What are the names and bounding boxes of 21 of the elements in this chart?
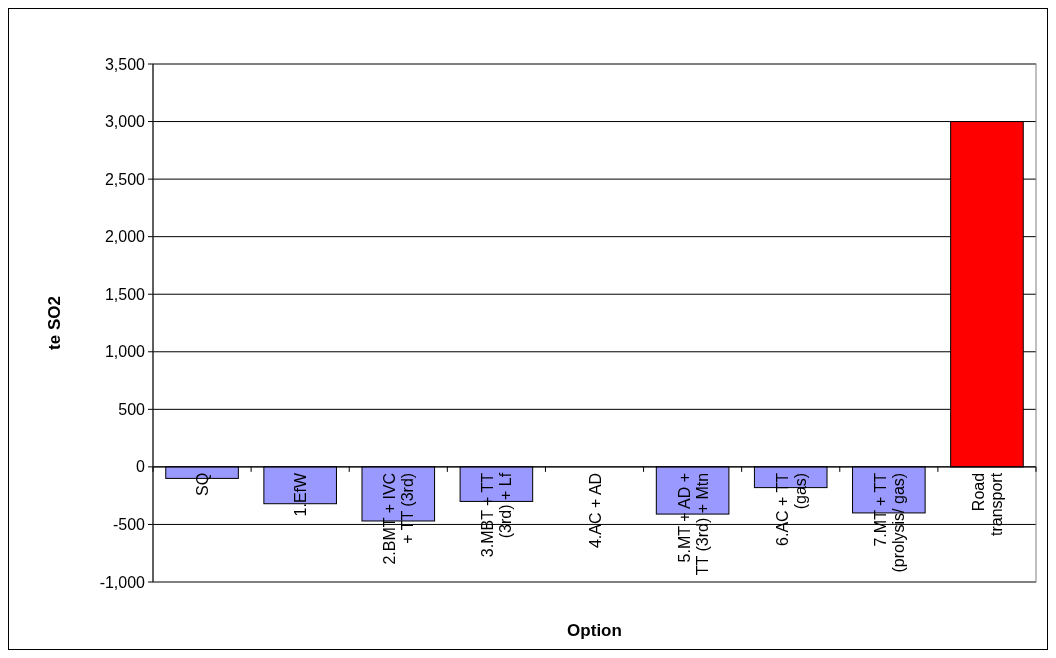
y-tick-label: 0	[136, 458, 146, 476]
x-axis-title: Option	[567, 621, 622, 640]
y-tick-label: 3,000	[104, 113, 146, 131]
y-tick-label: -1,000	[99, 573, 146, 591]
y-tick-label: -500	[112, 516, 146, 534]
y-tick-label: 500	[118, 400, 146, 418]
x-tick-label: 1.EfW	[292, 471, 310, 517]
y-tick-label: 1,000	[104, 343, 146, 361]
x-tick-label: 2.BMT + IVC + TT (3rd)	[381, 472, 417, 565]
x-tick-label: SQ	[194, 472, 212, 497]
y-tick-label: 3,500	[104, 55, 146, 73]
y-tick-label: 2,500	[104, 170, 146, 188]
x-tick-label: 7.MT + TT (prolysis/ gas)	[871, 472, 907, 573]
y-tick-label: 2,000	[104, 228, 146, 246]
y-tick-label: 1,500	[104, 285, 146, 303]
x-tick-label: Road transport	[969, 472, 1005, 537]
x-tick-label: 5.MT + AD + TT (3rd) + Mtn	[675, 472, 711, 576]
x-tick-label: 6.AC + TT (gas)	[773, 472, 809, 546]
x-tick-label: 3.MBT + TT (3rd) + Lf	[479, 472, 515, 558]
y-axis-title: te SO2	[45, 296, 64, 350]
x-tick-label: 4.AC + AD	[586, 472, 604, 549]
